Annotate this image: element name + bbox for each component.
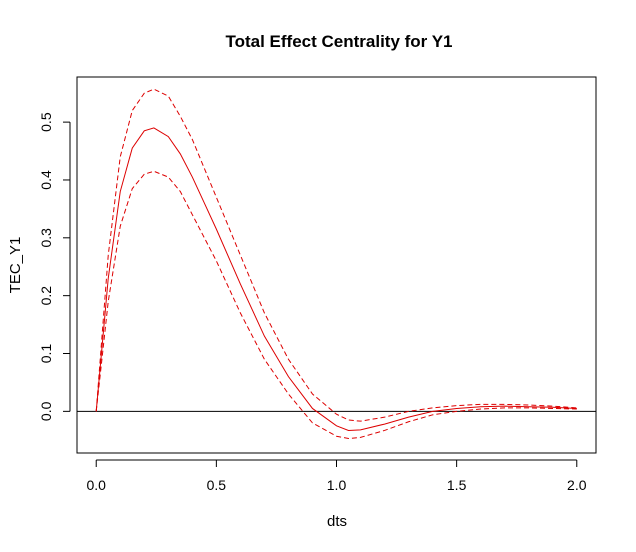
y-tick-label: 0.5 (38, 112, 54, 132)
x-tick-label: 0.0 (86, 477, 106, 493)
plot-frame (76, 76, 597, 454)
x-axis-label: dts (327, 513, 347, 530)
y-tick-label: 0.3 (38, 228, 54, 248)
y-axis: 0.0 0.1 0.2 0.3 0.4 0.5 (38, 112, 71, 421)
y-tick-label: 0.4 (38, 170, 54, 190)
series-line-dashed-1 (95, 88, 577, 422)
x-tick-label: 1.5 (447, 477, 467, 493)
series-layer (95, 88, 577, 440)
series-line-solid (95, 127, 577, 431)
x-tick-label: 0.5 (207, 477, 227, 493)
y-axis-label: TEC_Y1 (7, 237, 24, 294)
x-tick-label: 1.0 (327, 477, 347, 493)
y-tick-label: 0.0 (38, 401, 54, 421)
chart-title: Total Effect Centrality for Y1 (225, 32, 452, 51)
series-line-dashed-2 (95, 170, 577, 440)
y-tick-label: 0.2 (38, 286, 54, 306)
y-tick-label: 0.1 (38, 344, 54, 364)
x-axis: 0.0 0.5 1.0 1.5 2.0 (86, 459, 587, 493)
x-tick-label: 2.0 (567, 477, 587, 493)
